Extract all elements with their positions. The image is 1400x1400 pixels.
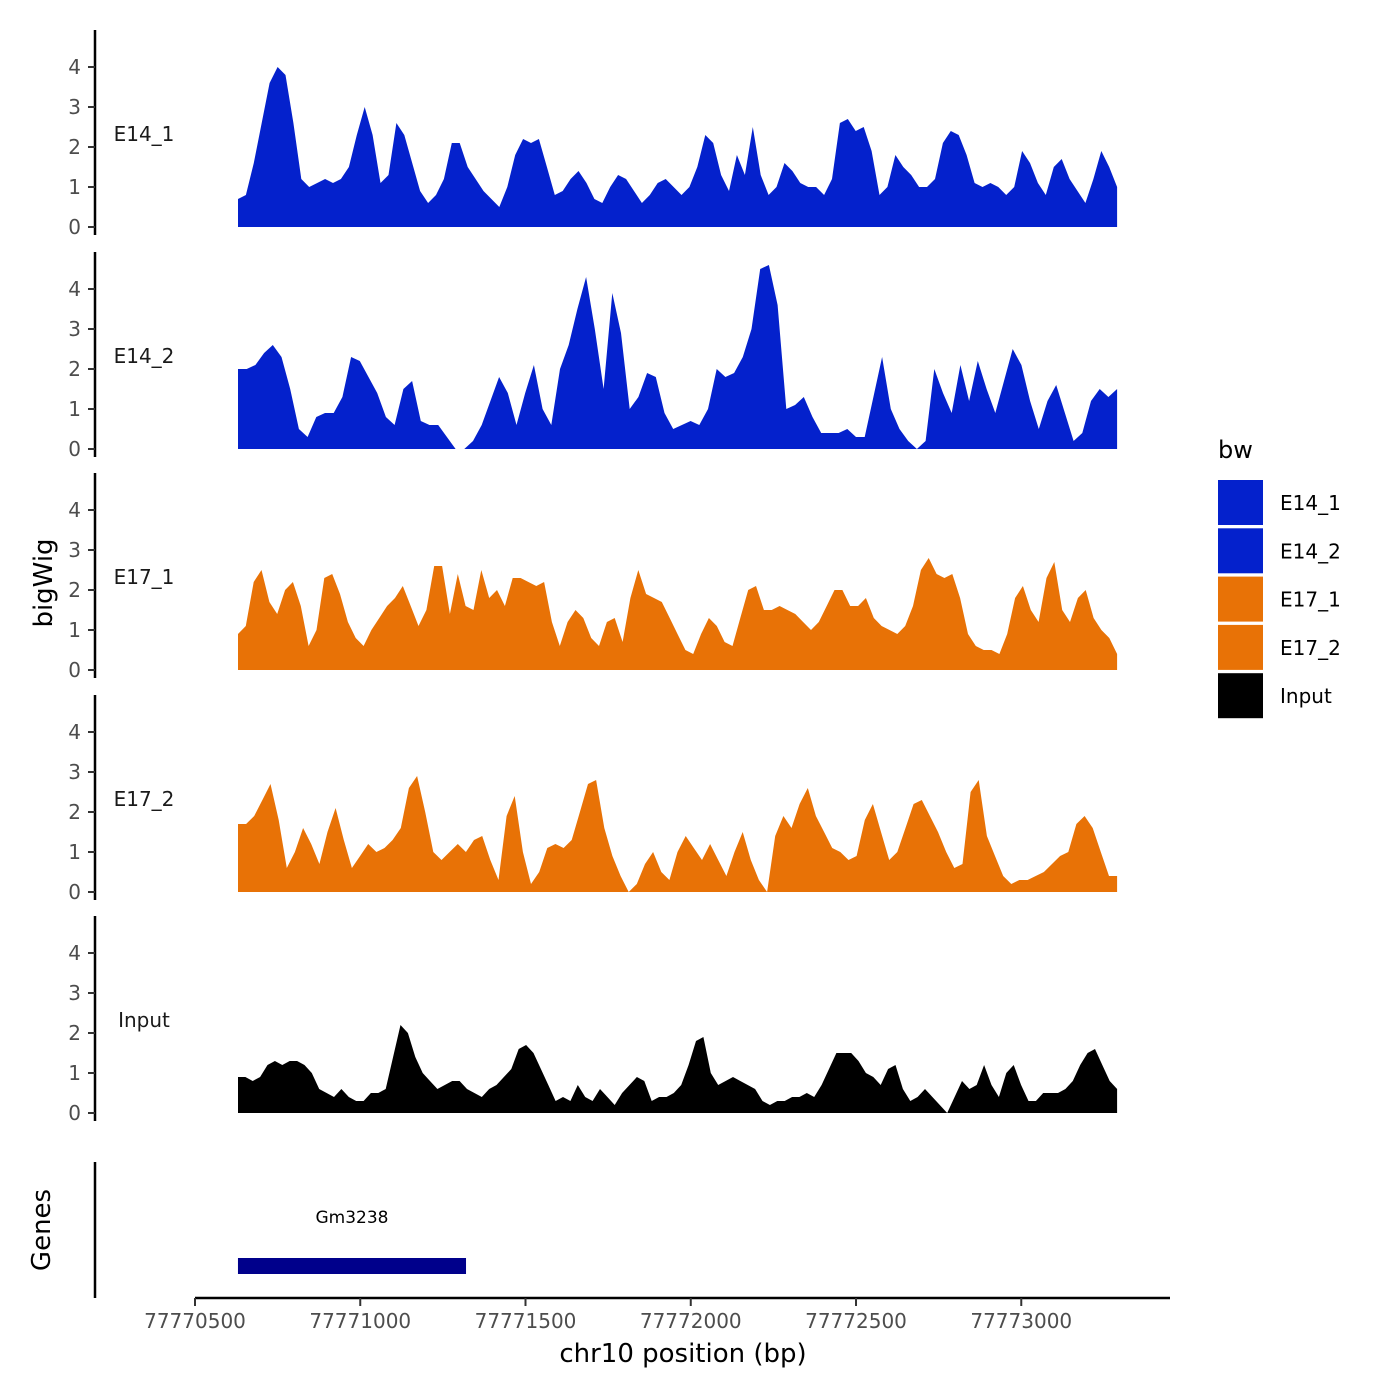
y-tick-label: 0: [68, 437, 81, 461]
y-tick-label: 1: [68, 397, 81, 421]
legend-label: E17_2: [1280, 636, 1341, 660]
y-tick-label: 0: [68, 880, 81, 904]
y-tick-label: 2: [68, 578, 81, 602]
track-E14_1: 0 1 2 3 4 E14_1: [68, 30, 1118, 239]
y-tick-label: 2: [68, 135, 81, 159]
x-tick-label: 77772000: [640, 1309, 742, 1333]
x-tick-label: 77770500: [144, 1309, 246, 1333]
legend-label: E14_1: [1280, 491, 1341, 515]
signal-area-E17_1: [238, 558, 1118, 670]
y-tick-label: 3: [68, 538, 81, 562]
y-tick-label: 3: [68, 981, 81, 1005]
y-tick-label: 3: [68, 95, 81, 119]
gene-label: Gm3238: [315, 1208, 388, 1228]
x-tick-label: 77772500: [805, 1309, 907, 1333]
y-tick-label: 4: [68, 941, 81, 965]
legend-swatch-E14_1: [1218, 480, 1263, 525]
y-tick-label: 4: [68, 55, 81, 79]
track-E17_1: 0 1 2 3 4 E17_1: [68, 473, 1118, 682]
signal-area-Input: [238, 1025, 1118, 1113]
signal-area-E14_2: [238, 265, 1118, 449]
x-tick-label: 77771500: [475, 1309, 577, 1333]
x-axis-title: chr10 position (bp): [559, 1339, 806, 1369]
y-tick-label: 1: [68, 840, 81, 864]
y-tick-label: 0: [68, 658, 81, 682]
y-tick-label: 4: [68, 720, 81, 744]
y-tick-label: 2: [68, 357, 81, 381]
y-tick-label: 2: [68, 800, 81, 824]
signal-tracks: 0 1 2 3 4 E14_1 0 1 2 3 4 E14_2 0 1 2 3 4 E17_1 0 1 2 3 4 E17_2…: [68, 30, 1118, 1125]
x-tick-label: 77773000: [970, 1309, 1072, 1333]
gene-body: [237, 1258, 467, 1274]
track-label: E14_1: [114, 122, 175, 146]
genes-panel: Genes Gm3238: [27, 1162, 467, 1298]
legend-label: E17_1: [1280, 588, 1341, 612]
track-label: Input: [118, 1008, 170, 1032]
y-tick-label: 0: [68, 215, 81, 239]
track-label: E14_2: [114, 344, 175, 368]
y-tick-label: 3: [68, 760, 81, 784]
legend-label: Input: [1280, 684, 1332, 708]
legend-swatch-E17_1: [1218, 576, 1263, 622]
y-tick-label: 4: [68, 498, 81, 522]
y-tick-label: 0: [68, 1101, 81, 1125]
legend-label: E14_2: [1280, 539, 1341, 563]
y-tick-label: 1: [68, 618, 81, 642]
legend-title: bw: [1218, 436, 1253, 464]
track-E17_2: 0 1 2 3 4 E17_2: [68, 695, 1118, 904]
x-tick-label: 77771000: [309, 1309, 411, 1333]
legend-swatch-E14_2: [1218, 528, 1263, 574]
y-tick-label: 2: [68, 1021, 81, 1045]
legend-swatch-Input: [1218, 673, 1263, 719]
track-label: E17_2: [114, 787, 175, 811]
track-label: E17_1: [114, 565, 175, 589]
track-E14_2: 0 1 2 3 4 E14_2: [68, 252, 1118, 461]
genes-panel-title: Genes: [27, 1189, 57, 1271]
y-tick-label: 1: [68, 175, 81, 199]
x-axis: 77770500 77771000 77771500 77772000 77772500…: [144, 1296, 1170, 1369]
legend: bw E14_1 E14_2 E17_1 E17_2 Input: [1218, 436, 1341, 719]
y-tick-label: 4: [68, 277, 81, 301]
signal-area-E17_2: [238, 776, 1118, 892]
y-tick-label: 3: [68, 317, 81, 341]
y-axis-title: bigWig: [29, 538, 59, 627]
track-Input: 0 1 2 3 4 Input: [68, 916, 1118, 1125]
signal-area-E14_1: [238, 67, 1118, 227]
y-tick-label: 1: [68, 1061, 81, 1085]
legend-swatch-E17_2: [1218, 624, 1263, 670]
